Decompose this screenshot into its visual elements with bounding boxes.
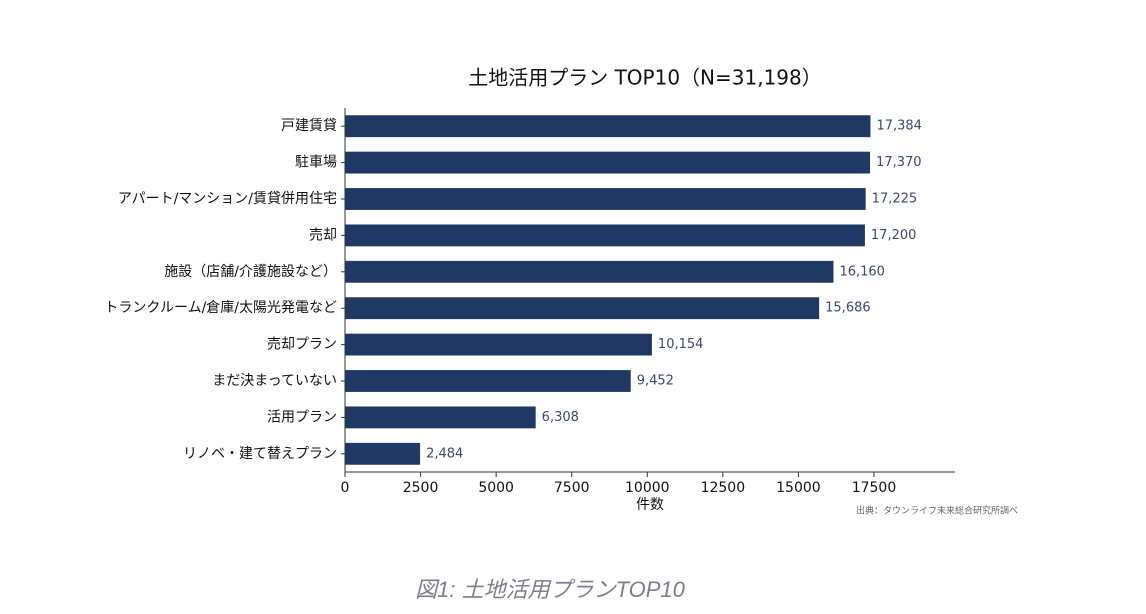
value-label: 6,308 (542, 410, 579, 425)
y-tick-label: 戸建賃貸 (281, 118, 337, 134)
bar (345, 224, 865, 247)
value-label: 17,225 (872, 192, 918, 207)
bar (345, 297, 820, 320)
value-label: 15,686 (825, 301, 871, 316)
value-label: 17,384 (876, 119, 922, 134)
bar (345, 333, 652, 356)
y-tick-label: リノベ・建て替えプラン (183, 446, 337, 462)
value-label: 10,154 (658, 337, 704, 352)
y-tick-label: 駐車場 (295, 154, 337, 171)
value-label: 17,370 (876, 155, 922, 170)
x-axis-label: 件数 (636, 497, 664, 513)
value-label: 17,200 (871, 228, 917, 243)
chart-title: 土地活用プラン TOP10（N=31,198） (468, 66, 822, 90)
bar (345, 442, 421, 465)
source: 出典：タウンライフ未来総合研究所調べ (856, 505, 1018, 517)
y-tick-label: まだ決まっていない (212, 373, 337, 389)
value-label: 2,484 (426, 446, 463, 461)
x-tick-label: 2500 (403, 480, 439, 496)
bar (345, 406, 536, 429)
y-tick-label: アパート/マンション/賃貸併用住宅 (118, 191, 337, 207)
bar (345, 151, 871, 174)
y-tick-label: トランクルーム/倉庫/太陽光発電など (104, 299, 337, 316)
x-tick-label: 12500 (701, 480, 746, 496)
y-tick-label: 売却プラン (267, 337, 337, 353)
bar (345, 115, 871, 138)
value-label: 16,160 (839, 264, 885, 279)
bar (345, 260, 834, 283)
x-tick-label: 10000 (625, 480, 670, 496)
chart: 土地活用プラン TOP10（N=31,198） 件数 出典：タウンライフ未来総合… (104, 66, 1018, 517)
y-tick-label: 施設（店舗/介護施設など） (164, 264, 337, 280)
bar (345, 370, 631, 392)
caption: 図1: 土地活用プランTOP10 (415, 577, 685, 602)
x-tick-label: 17500 (852, 480, 897, 496)
y-tick-label: 売却 (309, 227, 337, 243)
x-tick-label: 0 (341, 480, 350, 496)
bar (345, 188, 866, 210)
x-tick-label: 5000 (478, 480, 514, 496)
x-tick-label: 15000 (776, 480, 821, 496)
value-label: 9,452 (637, 374, 674, 389)
y-tick-label: 活用プラン (267, 409, 337, 425)
x-tick-label: 7500 (554, 480, 590, 496)
